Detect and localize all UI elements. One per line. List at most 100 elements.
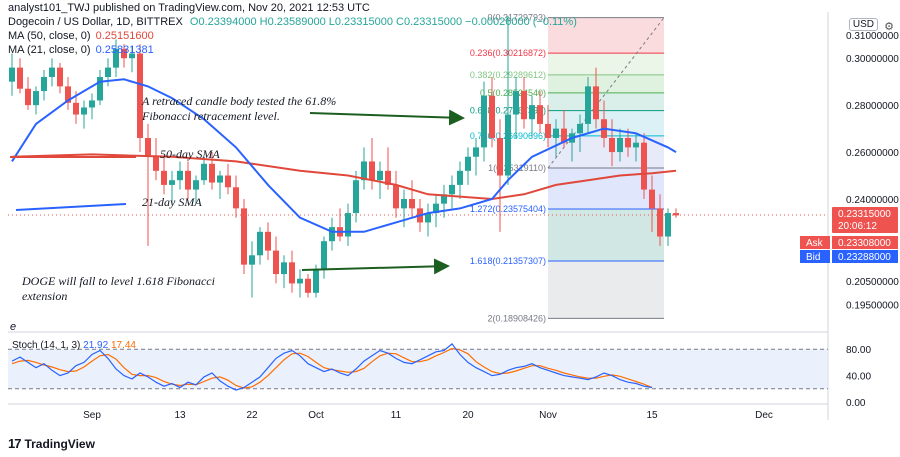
fib-zone <box>548 208 664 261</box>
candle <box>265 222 271 260</box>
candle <box>473 137 479 176</box>
candle <box>201 156 207 185</box>
symbol-title: Dogecoin / US Dollar, 1D, BITTREX <box>8 16 183 28</box>
candle-body <box>577 123 583 134</box>
time-tick-label: 15 <box>646 410 658 421</box>
gear-icon[interactable]: ⚙ <box>884 21 894 33</box>
candle <box>537 91 543 134</box>
candle-body <box>57 67 63 87</box>
pane-e-marker: e <box>10 321 16 333</box>
candle <box>449 175 455 209</box>
candle-body <box>425 213 431 223</box>
annotation-retrace-line2: Fibonacci retracement level. <box>141 109 280 123</box>
candle-body <box>361 161 367 181</box>
fib-zone <box>548 74 664 93</box>
candle-body <box>25 88 31 106</box>
candle <box>113 39 119 77</box>
candle-body <box>289 262 295 284</box>
candle-body <box>609 137 615 153</box>
candle-body <box>409 198 415 209</box>
candle-body <box>193 180 199 190</box>
candle-body <box>561 128 567 143</box>
fib-zone <box>548 53 664 75</box>
tradingview-brand: TradingView <box>24 436 95 451</box>
ma50-legend[interactable]: MA (50, close, 0) 0.25151600 <box>8 30 154 42</box>
candle-body <box>17 67 23 89</box>
candle-body <box>377 170 383 181</box>
candle-body <box>233 187 239 209</box>
candles <box>9 16 679 298</box>
symbol-ohlc: O0.23394000 H0.23589000 L0.23315000 C0.2… <box>189 16 577 28</box>
candle-body <box>281 262 287 275</box>
candle <box>465 147 471 185</box>
candle-body <box>489 95 495 138</box>
candle-body <box>105 67 111 77</box>
time-tick-label: Sep <box>83 410 101 421</box>
candle <box>321 236 327 279</box>
time-tick-label: 22 <box>246 410 258 421</box>
candle-body <box>249 255 255 265</box>
candle-body <box>217 175 223 183</box>
ma21-legend[interactable]: MA (21, close, 0) 0.25831381 <box>8 44 154 56</box>
candle <box>665 208 671 246</box>
candle-body <box>297 278 303 284</box>
fib-zone <box>548 17 664 54</box>
fib-zone <box>548 260 664 319</box>
candle-body <box>505 114 511 176</box>
candle-body <box>97 76 103 101</box>
candle-body <box>241 208 247 265</box>
time-tick-label: Nov <box>539 410 557 421</box>
candle <box>25 76 31 110</box>
candle <box>625 128 631 157</box>
stoch-tick-label: 0.00 <box>846 398 866 409</box>
candle <box>353 170 359 223</box>
candle-body <box>209 163 215 183</box>
candle <box>193 175 199 204</box>
ma21-legend-value: 0.25831381 <box>95 44 154 56</box>
price-tick-label: 0.28000000 <box>846 101 899 112</box>
stoch-k-line <box>11 343 653 391</box>
candle-body <box>89 100 95 108</box>
annotation-ma50-label: 50-day SMA <box>160 147 220 161</box>
candle-body <box>73 102 79 115</box>
candle-body <box>665 213 671 237</box>
candle <box>145 123 151 246</box>
candle <box>241 198 247 275</box>
candle <box>209 152 215 190</box>
candle <box>609 119 615 167</box>
currency-badge[interactable]: USD <box>848 18 878 31</box>
price-tick-label: 0.24000000 <box>846 195 899 206</box>
candle <box>329 217 335 251</box>
bid-value: 0.23288000 <box>838 252 891 263</box>
candle-body <box>481 95 487 148</box>
candle-body <box>433 203 439 214</box>
candle <box>161 156 167 195</box>
candle <box>649 175 655 232</box>
time-tick-label: 20 <box>462 410 474 421</box>
candle <box>297 269 303 298</box>
candle <box>361 147 367 190</box>
stoch-tick-label: 40.00 <box>846 372 871 383</box>
bid-label: Bid <box>806 252 820 263</box>
stoch-d-value: 17.44 <box>111 340 136 351</box>
ma50-legend-value: 0.25151600 <box>95 30 154 42</box>
candle-body <box>553 128 559 138</box>
candle-body <box>265 231 271 251</box>
candle <box>57 62 63 94</box>
candle <box>177 161 183 190</box>
candle-body <box>65 86 71 103</box>
fib-zone <box>548 92 664 111</box>
candle-body <box>585 86 591 124</box>
candle-body <box>497 137 503 176</box>
candle <box>273 236 279 284</box>
candle-body <box>441 194 447 204</box>
candle <box>153 137 159 181</box>
arrow-fall <box>301 258 450 275</box>
candle <box>577 114 583 153</box>
bid-tag <box>800 250 830 263</box>
candle-body <box>473 147 479 157</box>
candle <box>377 161 383 199</box>
fib-label: 1.618(0.21357307) <box>470 256 546 266</box>
candle-body <box>313 269 319 293</box>
